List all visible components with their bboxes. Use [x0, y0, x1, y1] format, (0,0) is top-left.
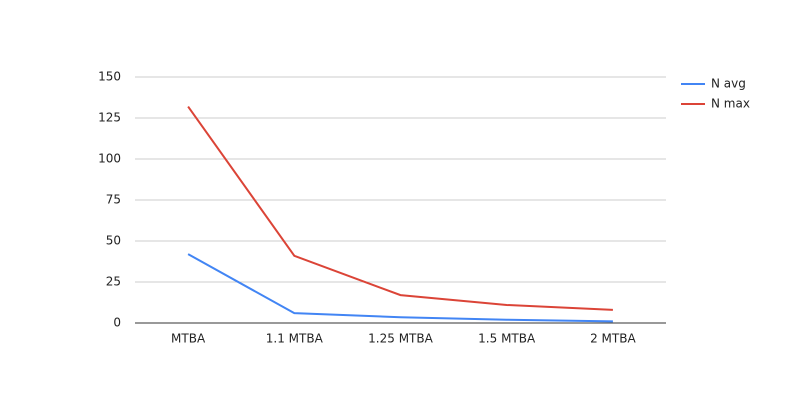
- y-tick-label: 0: [113, 316, 121, 330]
- y-tick-label: 25: [106, 275, 121, 289]
- x-tick-label: 1.5 MTBA: [478, 332, 536, 346]
- x-tick-label: 1.25 MTBA: [368, 332, 433, 346]
- y-tick-label: 75: [106, 193, 121, 207]
- y-tick-label: 150: [98, 70, 121, 84]
- x-tick-label: 2 MTBA: [590, 332, 636, 346]
- legend-label: N max: [711, 97, 750, 111]
- series-line: [187, 253, 613, 323]
- y-tick-label: 100: [98, 152, 121, 166]
- x-tick-label: 1.1 MTBA: [266, 332, 324, 346]
- y-tick-label: 125: [98, 111, 121, 125]
- y-tick-label: 50: [106, 234, 121, 248]
- series-line: [187, 105, 613, 311]
- legend-label: N avg: [711, 77, 746, 91]
- x-tick-label: MTBA: [171, 332, 206, 346]
